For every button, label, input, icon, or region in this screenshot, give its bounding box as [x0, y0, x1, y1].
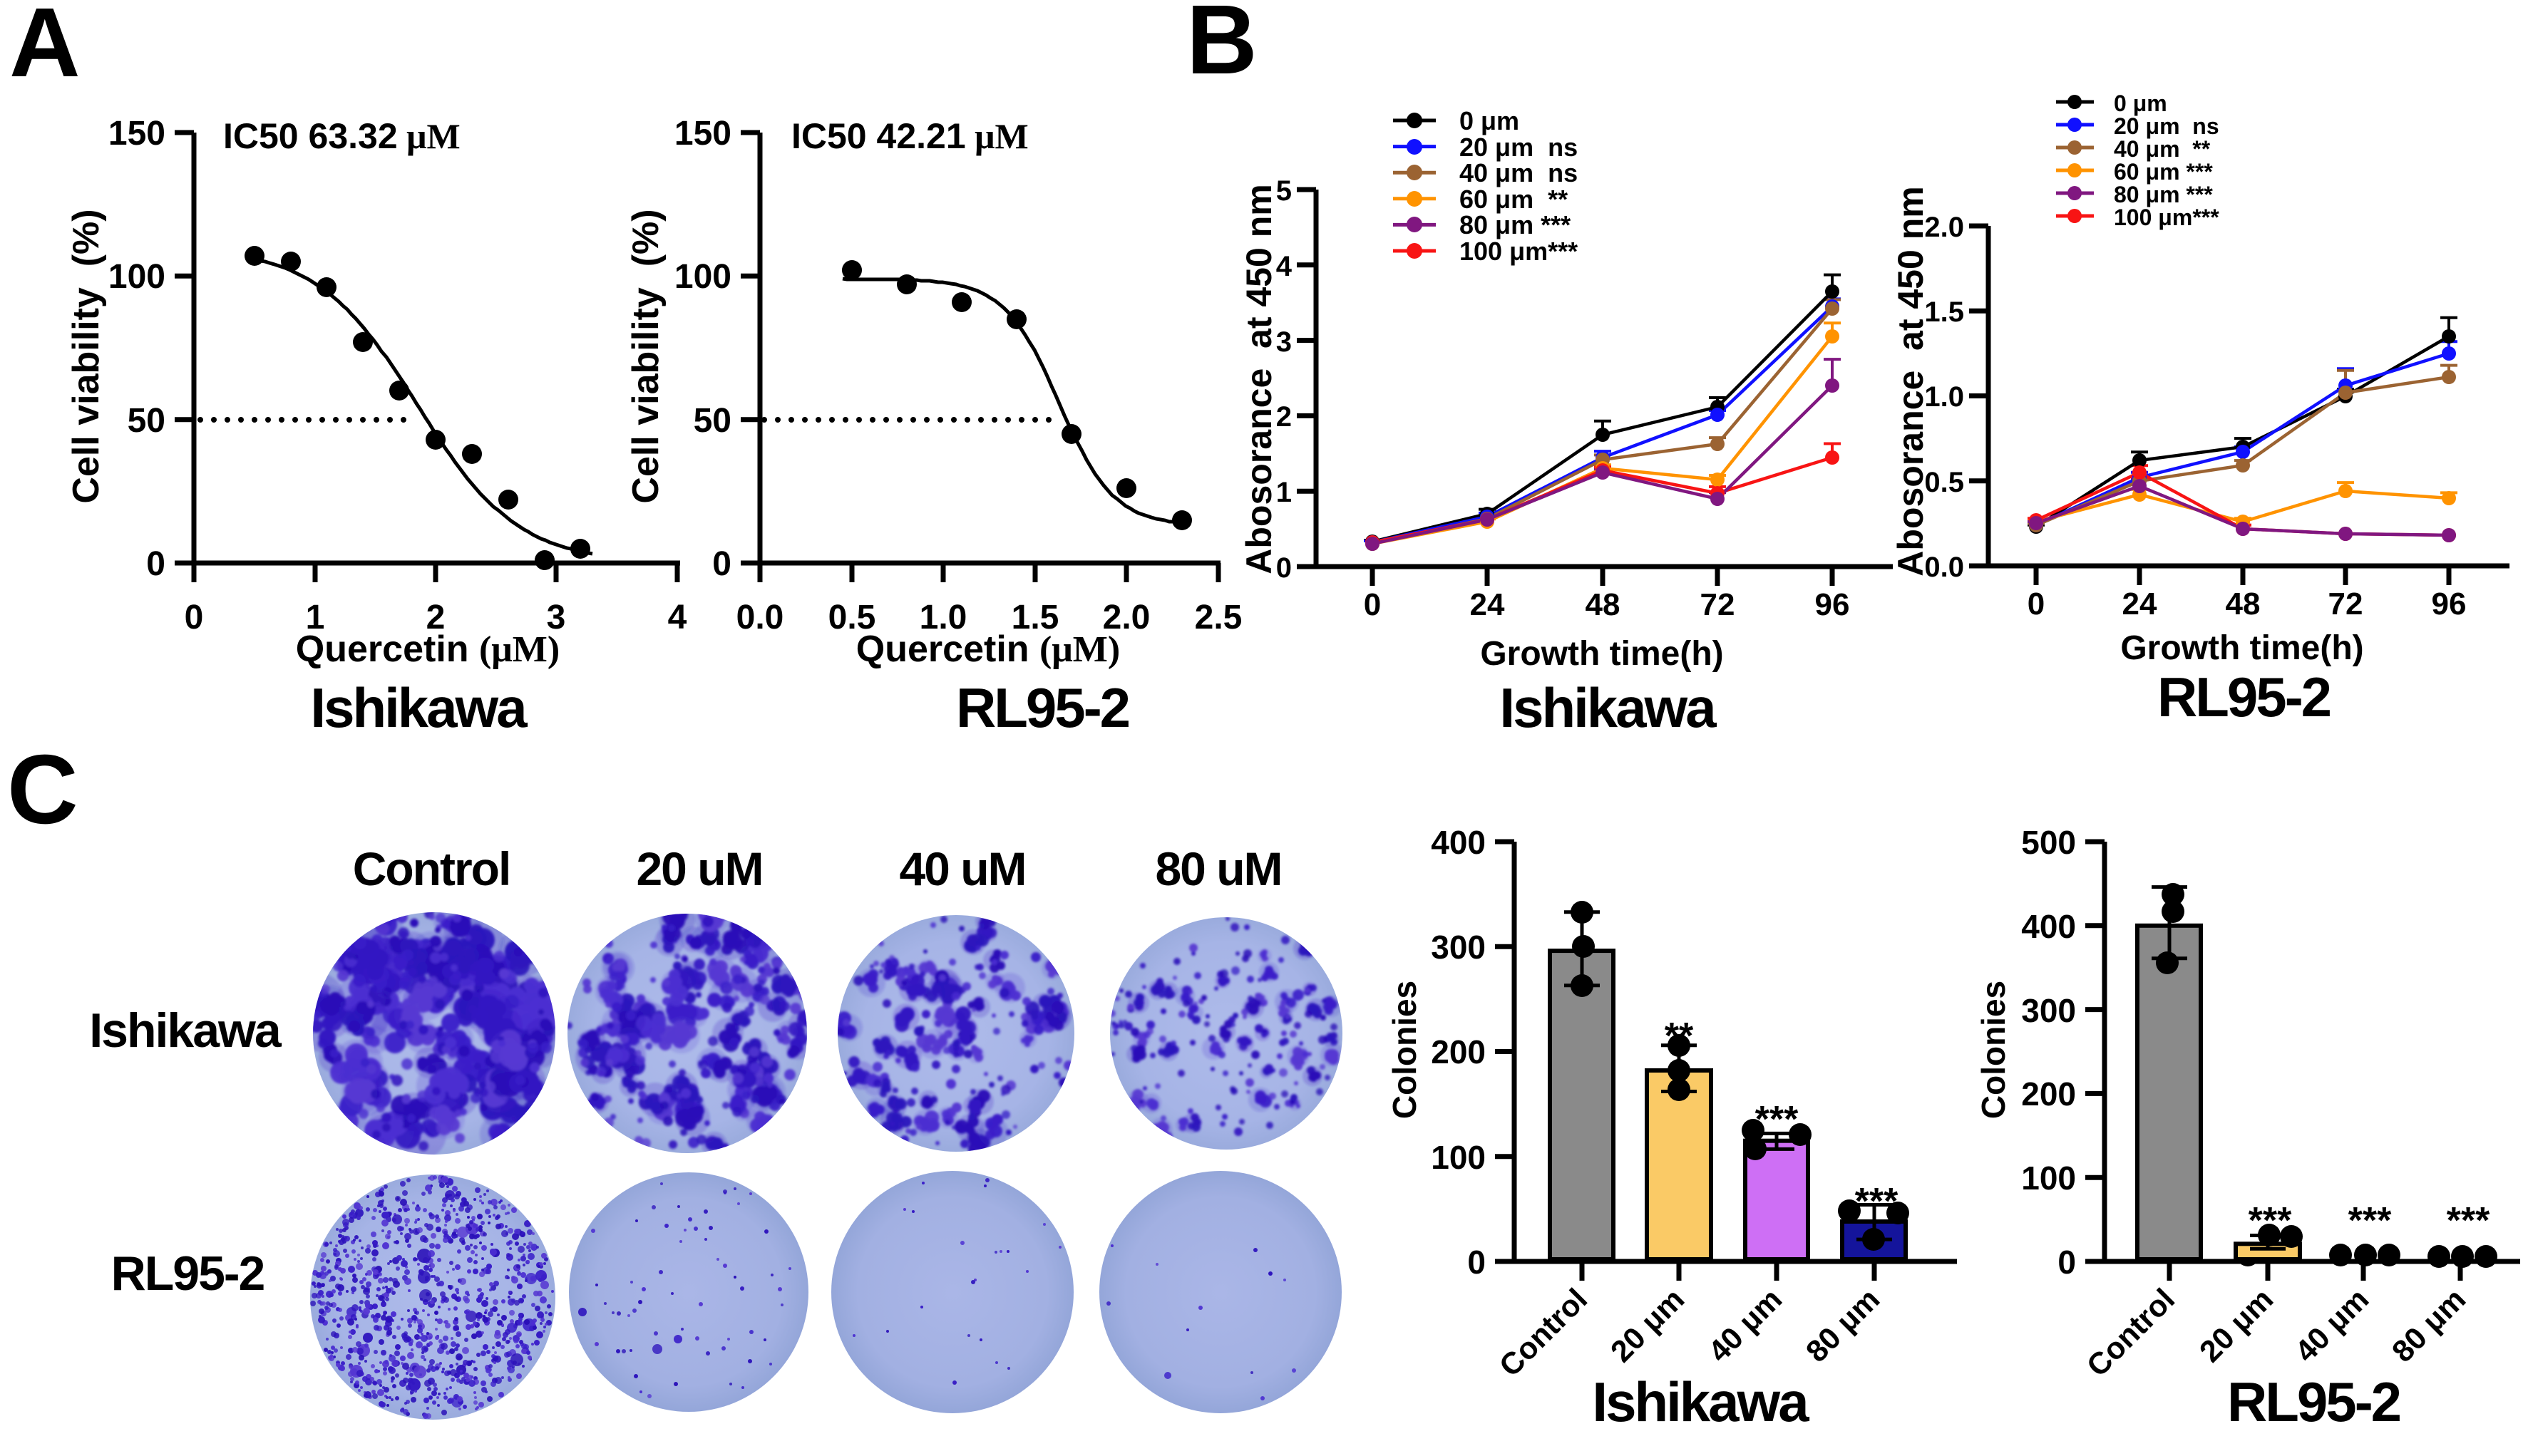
- svg-text:100: 100: [1431, 1139, 1486, 1176]
- svg-text:RL95-2: RL95-2: [956, 676, 1129, 739]
- svg-text:IC50 42.21 μM: IC50 42.21 μM: [791, 116, 1029, 156]
- svg-text:48: 48: [1586, 587, 1620, 622]
- svg-text:***: ***: [2447, 1200, 2490, 1241]
- svg-text:A: A: [9, 0, 81, 98]
- svg-text:48: 48: [2226, 587, 2261, 621]
- svg-text:100: 100: [674, 258, 731, 296]
- svg-text:400: 400: [2021, 908, 2076, 945]
- svg-text:100: 100: [108, 258, 165, 296]
- svg-text:1: 1: [1276, 477, 1292, 508]
- svg-text:***: ***: [1855, 1181, 1899, 1222]
- svg-text:60 μm ***: 60 μm ***: [2114, 159, 2213, 185]
- svg-text:100: 100: [2021, 1160, 2076, 1197]
- svg-text:400: 400: [1431, 824, 1486, 861]
- svg-text:***: ***: [1755, 1099, 1799, 1140]
- svg-text:0: 0: [1364, 587, 1381, 622]
- svg-text:**: **: [1665, 1016, 1694, 1057]
- svg-text:Quercetin (μM): Quercetin (μM): [296, 629, 560, 670]
- svg-text:80 μm ***: 80 μm ***: [1459, 210, 1571, 239]
- svg-text:0.0: 0.0: [1924, 552, 1964, 583]
- svg-text:1.5: 1.5: [1924, 296, 1964, 328]
- svg-text:20 uM: 20 uM: [636, 842, 762, 895]
- svg-text:0.5: 0.5: [828, 599, 876, 636]
- svg-text:24: 24: [1470, 587, 1505, 622]
- svg-text:Quercetin (μM): Quercetin (μM): [856, 629, 1120, 670]
- svg-text:72: 72: [2328, 587, 2363, 621]
- svg-text:24: 24: [2122, 587, 2157, 621]
- svg-text:0 μm: 0 μm: [1459, 106, 1519, 135]
- svg-text:200: 200: [2021, 1075, 2076, 1112]
- svg-text:150: 150: [674, 115, 731, 153]
- svg-text:Cell viability (%): Cell viability (%): [625, 209, 667, 503]
- svg-text:2: 2: [426, 599, 446, 636]
- svg-text:60 μm **: 60 μm **: [1459, 185, 1568, 214]
- svg-text:1.0: 1.0: [920, 599, 967, 636]
- svg-text:2.0: 2.0: [1924, 212, 1964, 243]
- svg-text:0: 0: [2028, 587, 2045, 621]
- svg-text:C: C: [7, 735, 78, 845]
- svg-text:50: 50: [694, 402, 731, 440]
- svg-text:0.0: 0.0: [736, 599, 784, 636]
- svg-text:500: 500: [2021, 824, 2076, 861]
- svg-text:1.5: 1.5: [1012, 599, 1059, 636]
- svg-text:72: 72: [1700, 587, 1735, 622]
- svg-text:2.0: 2.0: [1103, 599, 1151, 636]
- svg-text:Abosorance at 450 nm: Abosorance at 450 nm: [1239, 184, 1279, 574]
- svg-text:0.5: 0.5: [1924, 467, 1964, 498]
- svg-text:Colonies: Colonies: [1386, 981, 1423, 1119]
- svg-text:3: 3: [547, 599, 566, 636]
- svg-text:0: 0: [146, 545, 165, 583]
- svg-text:0: 0: [1276, 552, 1292, 584]
- svg-text:B: B: [1186, 0, 1258, 95]
- svg-text:Colonies: Colonies: [1975, 981, 2012, 1119]
- svg-text:IC50 63.32 μM: IC50 63.32 μM: [223, 116, 461, 156]
- svg-text:1: 1: [306, 599, 325, 636]
- svg-text:0: 0: [2057, 1244, 2076, 1281]
- svg-text:4: 4: [668, 599, 687, 636]
- svg-text:4: 4: [1276, 251, 1293, 282]
- svg-text:50: 50: [128, 402, 165, 440]
- svg-text:96: 96: [2432, 587, 2467, 621]
- svg-text:Ishikawa: Ishikawa: [1499, 676, 1717, 739]
- svg-text:300: 300: [2021, 992, 2076, 1029]
- svg-text:40 uM: 40 uM: [899, 842, 1025, 895]
- svg-text:Control: Control: [353, 842, 510, 895]
- svg-text:2: 2: [1276, 401, 1292, 433]
- svg-text:96: 96: [1815, 587, 1850, 622]
- svg-text:Ishikawa: Ishikawa: [89, 1003, 282, 1058]
- svg-text:80 uM: 80 uM: [1155, 842, 1281, 895]
- svg-text:Ishikawa: Ishikawa: [310, 676, 528, 739]
- svg-text:3: 3: [1276, 326, 1292, 358]
- svg-text:***: ***: [2249, 1200, 2292, 1241]
- svg-text:150: 150: [108, 115, 165, 153]
- svg-text:20 μm ns: 20 μm ns: [2114, 113, 2219, 139]
- svg-text:Ishikawa: Ishikawa: [1592, 1370, 1809, 1433]
- svg-text:0: 0: [185, 599, 204, 636]
- svg-text:Cell viability (%): Cell viability (%): [66, 209, 107, 503]
- svg-text:0: 0: [1467, 1244, 1486, 1281]
- svg-text:5: 5: [1276, 175, 1292, 207]
- svg-text:Growth time(h): Growth time(h): [2120, 629, 2363, 667]
- svg-text:100 μm***: 100 μm***: [1459, 237, 1578, 266]
- svg-text:20 μm ns: 20 μm ns: [1459, 133, 1578, 162]
- svg-text:300: 300: [1431, 929, 1486, 966]
- svg-text:40 μm **: 40 μm **: [2114, 136, 2211, 162]
- svg-text:200: 200: [1431, 1033, 1486, 1070]
- svg-text:RL95-2: RL95-2: [2157, 666, 2331, 728]
- svg-text:40 μm ns: 40 μm ns: [1459, 158, 1578, 187]
- svg-text:RL95-2: RL95-2: [111, 1246, 264, 1301]
- svg-text:1.0: 1.0: [1924, 381, 1964, 413]
- svg-text:2.5: 2.5: [1195, 599, 1243, 636]
- svg-text:100 μm***: 100 μm***: [2114, 205, 2219, 230]
- svg-text:***: ***: [2348, 1200, 2392, 1241]
- svg-text:Abosorance at 450 nm: Abosorance at 450 nm: [1891, 186, 1931, 576]
- svg-text:RL95-2: RL95-2: [2227, 1370, 2400, 1433]
- svg-text:0: 0: [712, 545, 731, 583]
- svg-text:Growth time(h): Growth time(h): [1480, 635, 1723, 673]
- svg-text:80 μm ***: 80 μm ***: [2114, 182, 2213, 207]
- svg-text:0 μm: 0 μm: [2114, 91, 2167, 116]
